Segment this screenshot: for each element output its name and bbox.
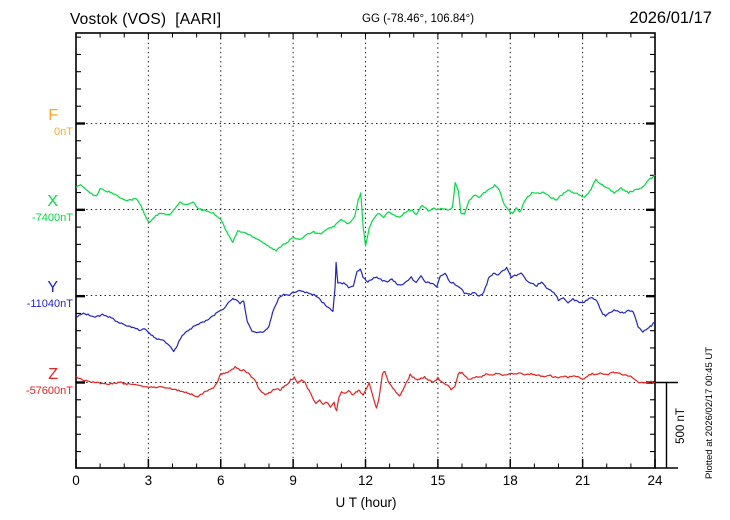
- series-Z-trace: [75, 365, 656, 412]
- plotted-at-note: Plotted at 2026/02/17 00:45 UT: [703, 346, 715, 479]
- component-baseline-value-Z: -57600nT: [25, 385, 73, 397]
- x-axis-label: U T (hour): [335, 495, 397, 510]
- component-label-Y: Y: [47, 279, 58, 296]
- x-tick-label: 18: [502, 473, 518, 488]
- component-label-F: F: [48, 107, 58, 124]
- geographic-coordinates: GG (-78.46°, 106.84°): [362, 13, 475, 25]
- x-tick-label: 6: [216, 473, 225, 488]
- x-tick-label: 3: [144, 473, 153, 488]
- component-baseline-value-Y: -11040nT: [26, 298, 73, 310]
- station-title: Vostok (VOS) [AARI]: [70, 11, 222, 28]
- component-baseline-value-F: 0nT: [54, 126, 73, 138]
- plot-date: 2026/01/17: [629, 9, 712, 27]
- series-Y-trace: [75, 261, 656, 353]
- x-tick-label: 24: [647, 473, 663, 488]
- x-tick-label: 0: [72, 473, 80, 488]
- x-tick-label: 15: [430, 473, 446, 488]
- x-tick-label: 9: [289, 473, 297, 488]
- x-tick-label: 21: [575, 473, 591, 488]
- component-baseline-value-X: -7400nT: [32, 212, 73, 224]
- component-label-X: X: [47, 193, 58, 210]
- x-tick-label: 12: [357, 473, 374, 488]
- plot-border: [75, 32, 656, 469]
- series-X-trace: [75, 174, 656, 252]
- component-label-Z: Z: [48, 366, 58, 383]
